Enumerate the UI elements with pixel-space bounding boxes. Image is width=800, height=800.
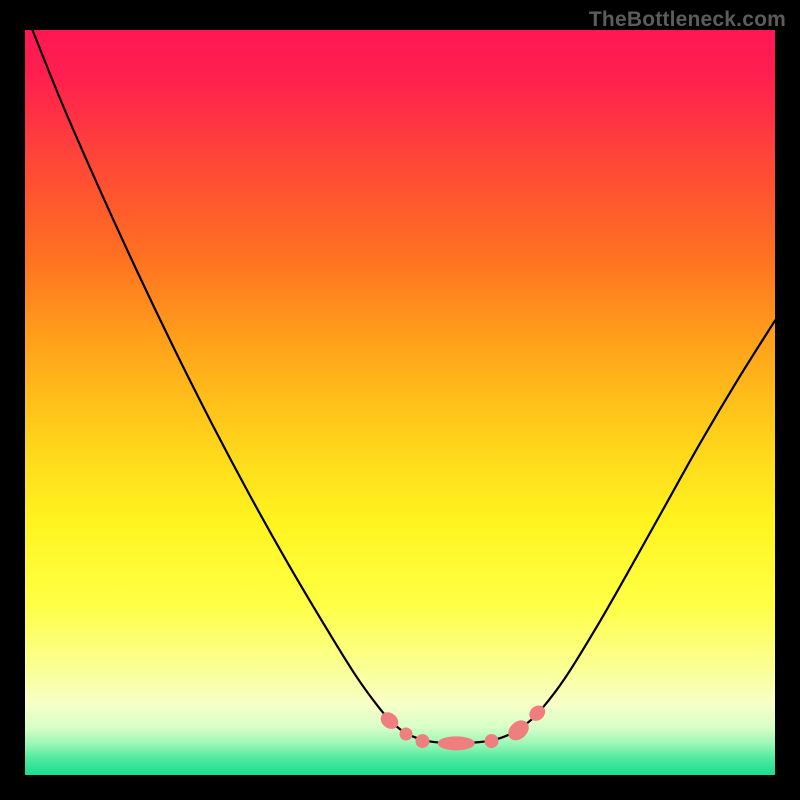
plot-svg (25, 30, 775, 775)
marker-point (400, 728, 412, 740)
gradient-background (25, 30, 775, 775)
marker-point (416, 735, 429, 748)
marker-point (438, 737, 474, 750)
plot-area (25, 30, 775, 775)
watermark-label: TheBottleneck.com (589, 8, 786, 32)
marker-point (485, 735, 498, 748)
